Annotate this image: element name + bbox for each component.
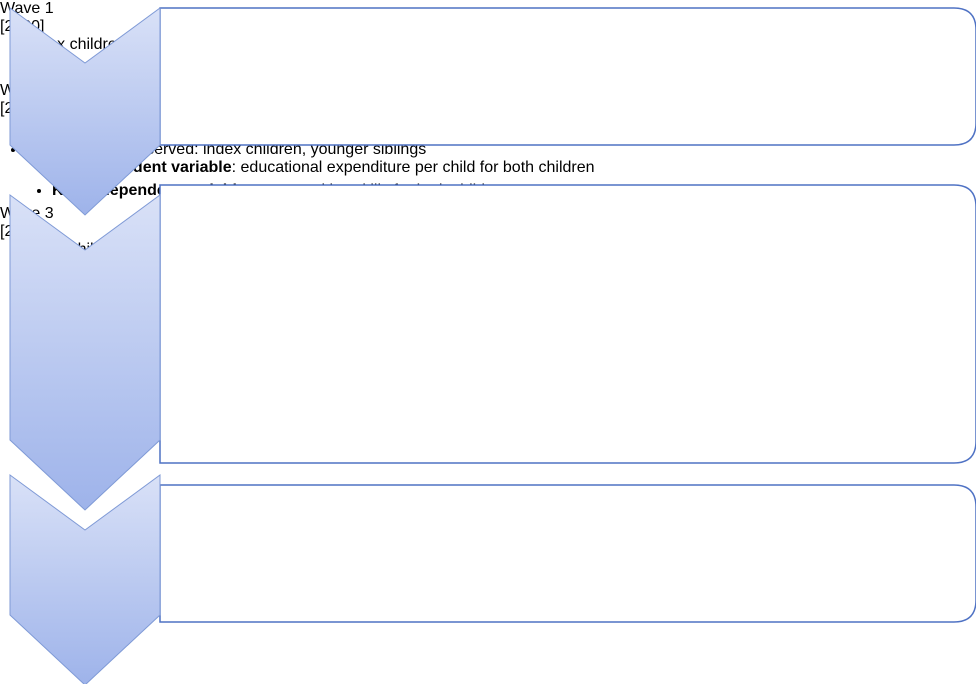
content-box — [159, 7, 976, 146]
chevron — [9, 7, 161, 216]
chevron — [9, 194, 161, 511]
content-box — [159, 484, 976, 623]
sub-bullet-text: : educational expenditure per child for … — [231, 159, 595, 176]
chevron — [9, 474, 161, 684]
content-box — [159, 184, 976, 464]
